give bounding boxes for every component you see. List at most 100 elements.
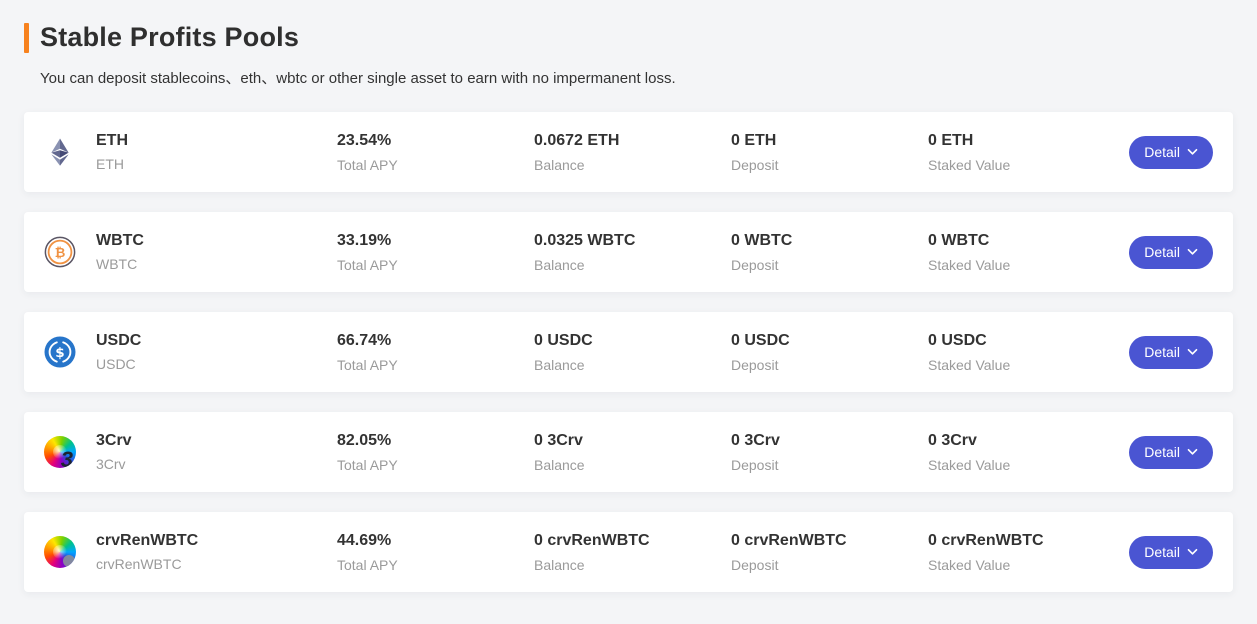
balance-label: Balance [534, 556, 585, 573]
balance-label: Balance [534, 156, 585, 173]
staked-value: 0 3Crv [928, 431, 977, 449]
pool-name: USDC [96, 332, 142, 349]
staked-value-label: Staked Value [928, 556, 1011, 573]
stable-profits-page: Stable Profits Pools You can deposit sta… [24, 22, 1233, 592]
pool-identity: ETH ETH [44, 132, 337, 172]
pool-row: 3 3Crv 3Crv 82.05% Total APY 0 3Crv Bala… [24, 412, 1233, 492]
balance-label: Balance [534, 256, 585, 273]
balance-column: 0 crvRenWBTC Balance [534, 532, 731, 573]
detail-button[interactable]: Detail [1129, 135, 1213, 169]
3crv-icon: 3 [44, 436, 76, 468]
pool-name-block: ETH ETH [96, 132, 128, 172]
deposit-value: 0 crvRenWBTC [731, 531, 847, 549]
pool-identity: $ USDC USDC [44, 332, 337, 372]
staked-value-column: 0 USDC Staked Value [928, 332, 1125, 373]
apy-column: 44.69% Total APY [337, 532, 534, 573]
staked-value-column: 0 3Crv Staked Value [928, 432, 1125, 473]
detail-button[interactable]: Detail [1129, 435, 1213, 469]
apy-label: Total APY [337, 556, 398, 573]
apy-column: 33.19% Total APY [337, 232, 534, 273]
staked-value-label: Staked Value [928, 156, 1011, 173]
detail-button[interactable]: Detail [1129, 235, 1213, 269]
title-accent-bar [24, 22, 29, 53]
balance-label: Balance [534, 356, 585, 373]
pool-row: ₿ WBTC WBTC 33.19% Total APY 0.0325 WBTC… [24, 212, 1233, 292]
pool-row: ETH ETH 23.54% Total APY 0.0672 ETH Bala… [24, 112, 1233, 192]
chevron-down-icon [1187, 248, 1198, 256]
balance-value: 0 crvRenWBTC [534, 531, 650, 549]
deposit-label: Deposit [731, 356, 779, 373]
chevron-down-icon [1187, 548, 1198, 556]
deposit-column: 0 USDC Deposit [731, 332, 928, 373]
apy-value: 82.05% [337, 431, 392, 449]
pool-identity: crvRenWBTC crvRenWBTC [44, 532, 337, 572]
svg-text:₿: ₿ [55, 246, 66, 261]
deposit-value: 0 USDC [731, 331, 790, 349]
apy-label: Total APY [337, 456, 398, 473]
apy-column: 23.54% Total APY [337, 132, 534, 173]
pool-list: ETH ETH 23.54% Total APY 0.0672 ETH Bala… [24, 112, 1233, 592]
balance-value: 0.0672 ETH [534, 131, 620, 149]
balance-value: 0.0325 WBTC [534, 231, 636, 249]
apy-value: 23.54% [337, 131, 392, 149]
pool-name-block: crvRenWBTC crvRenWBTC [96, 532, 198, 572]
pool-name: crvRenWBTC [96, 532, 199, 549]
staked-value-label: Staked Value [928, 356, 1011, 373]
detail-button-label: Detail [1144, 544, 1180, 560]
svg-text:$: $ [55, 345, 64, 361]
chevron-down-icon [1187, 148, 1198, 156]
detail-button-label: Detail [1144, 144, 1180, 160]
balance-value: 0 USDC [534, 331, 593, 349]
crvrenwbtc-icon [44, 536, 76, 568]
usdc-icon: $ [44, 336, 76, 368]
page-title: Stable Profits Pools [40, 22, 300, 52]
pool-row: $ USDC USDC 66.74% Total APY 0 USDC Bala… [24, 312, 1233, 392]
balance-column: 0.0672 ETH Balance [534, 132, 731, 173]
deposit-label: Deposit [731, 556, 779, 573]
deposit-label: Deposit [731, 156, 779, 173]
deposit-label: Deposit [731, 256, 779, 273]
pool-symbol: WBTC [96, 256, 138, 272]
staked-value: 0 WBTC [928, 231, 990, 249]
chevron-down-icon [1187, 448, 1198, 456]
pool-name: 3Crv [96, 432, 132, 449]
pool-symbol: 3Crv [96, 456, 126, 472]
deposit-column: 0 3Crv Deposit [731, 432, 928, 473]
balance-column: 0 3Crv Balance [534, 432, 731, 473]
detail-button-label: Detail [1144, 244, 1180, 260]
staked-value-label: Staked Value [928, 456, 1011, 473]
staked-value: 0 crvRenWBTC [928, 531, 1044, 549]
page-title-row: Stable Profits Pools [24, 22, 1233, 53]
pool-name-block: WBTC WBTC [96, 232, 144, 272]
pool-name-block: USDC USDC [96, 332, 141, 372]
apy-column: 82.05% Total APY [337, 432, 534, 473]
detail-button-label: Detail [1144, 344, 1180, 360]
balance-label: Balance [534, 456, 585, 473]
staked-value-column: 0 WBTC Staked Value [928, 232, 1125, 273]
balance-value: 0 3Crv [534, 431, 583, 449]
balance-column: 0 USDC Balance [534, 332, 731, 373]
deposit-column: 0 crvRenWBTC Deposit [731, 532, 928, 573]
apy-label: Total APY [337, 156, 398, 173]
detail-button[interactable]: Detail [1129, 535, 1213, 569]
chevron-down-icon [1187, 348, 1198, 356]
staked-value-column: 0 crvRenWBTC Staked Value [928, 532, 1125, 573]
staked-value: 0 USDC [928, 331, 987, 349]
pool-symbol: ETH [96, 156, 124, 172]
balance-column: 0.0325 WBTC Balance [534, 232, 731, 273]
deposit-column: 0 ETH Deposit [731, 132, 928, 173]
page-header: Stable Profits Pools You can deposit sta… [24, 22, 1233, 88]
eth-icon [44, 136, 76, 168]
apy-value: 44.69% [337, 531, 392, 549]
deposit-value: 0 ETH [731, 131, 777, 149]
detail-button-label: Detail [1144, 444, 1180, 460]
apy-label: Total APY [337, 356, 398, 373]
page-subtitle: You can deposit stablecoins、eth、wbtc or … [40, 70, 676, 87]
pool-name: WBTC [96, 232, 144, 249]
staked-value: 0 ETH [928, 131, 974, 149]
staked-value-column: 0 ETH Staked Value [928, 132, 1125, 173]
detail-button[interactable]: Detail [1129, 335, 1213, 369]
pool-name: ETH [96, 132, 128, 149]
apy-value: 66.74% [337, 331, 392, 349]
apy-column: 66.74% Total APY [337, 332, 534, 373]
